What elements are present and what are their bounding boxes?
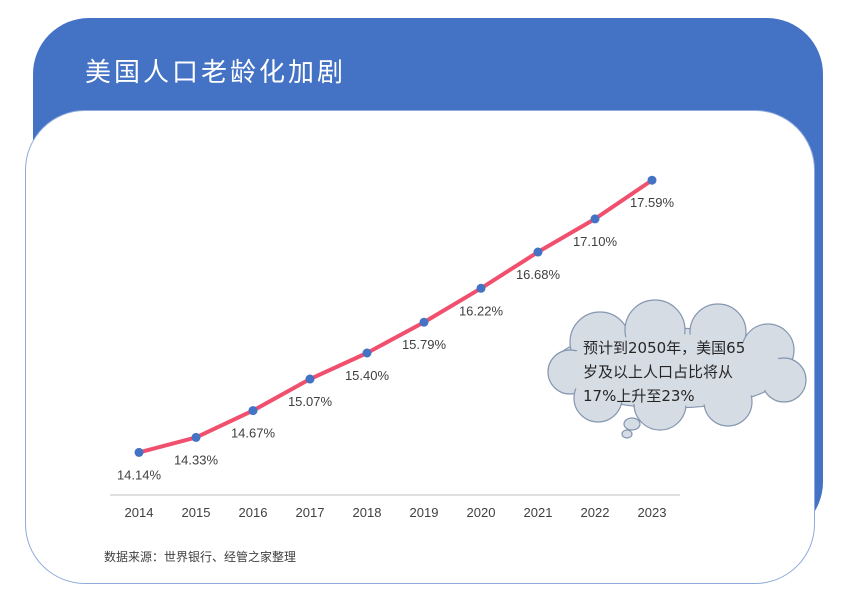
x-tick-label: 2022	[581, 505, 610, 520]
data-label: 14.33%	[174, 452, 219, 467]
data-point	[590, 214, 600, 224]
data-label: 15.40%	[345, 368, 390, 383]
callout-line: 预计到2050年，美国65	[583, 339, 746, 357]
data-label: 17.10%	[573, 234, 618, 249]
data-point	[248, 406, 258, 416]
x-tick-label: 2016	[239, 505, 268, 520]
page-title: 美国人口老龄化加剧	[85, 58, 347, 88]
data-point	[419, 317, 429, 327]
data-markers	[134, 175, 657, 457]
x-tick-label: 2014	[125, 505, 154, 520]
data-point	[191, 432, 201, 442]
x-tick-label: 2020	[467, 505, 496, 520]
data-point	[476, 283, 486, 293]
data-point	[362, 348, 372, 358]
data-label: 15.79%	[402, 337, 447, 352]
data-label: 16.22%	[459, 303, 504, 318]
x-tick-label: 2021	[524, 505, 553, 520]
x-tick-label: 2023	[638, 505, 667, 520]
callout-text: 预计到2050年，美国65 岁及以上人口占比将从 17%上升至23%	[583, 336, 793, 408]
callout-line: 岁及以上人口占比将从	[583, 363, 734, 381]
series-line	[137, 178, 654, 455]
data-point	[305, 374, 315, 384]
callout-cloud	[547, 299, 807, 439]
data-label: 14.67%	[231, 426, 276, 441]
x-tick-labels: 2014 2015 2016 2017 2018 2019 2020 2021 2022 2023	[125, 505, 667, 520]
x-tick-label: 2019	[410, 505, 439, 520]
callout-line: 17%上升至23%	[583, 387, 695, 405]
data-labels: 14.14% 14.33% 14.67% 15.07% 15.40% 15.79% 16.2…	[117, 195, 675, 482]
data-point	[647, 175, 657, 185]
data-label: 17.59%	[630, 195, 675, 210]
x-tick-label: 2018	[353, 505, 382, 520]
data-point	[134, 447, 144, 457]
data-label: 14.14%	[117, 467, 162, 482]
data-label: 16.68%	[516, 267, 561, 282]
x-tick-label: 2015	[182, 505, 211, 520]
source-note: 数据来源：世界银行、经管之家整理	[104, 550, 297, 564]
data-point	[533, 247, 543, 257]
data-label: 15.07%	[288, 394, 333, 409]
x-tick-label: 2017	[296, 505, 325, 520]
